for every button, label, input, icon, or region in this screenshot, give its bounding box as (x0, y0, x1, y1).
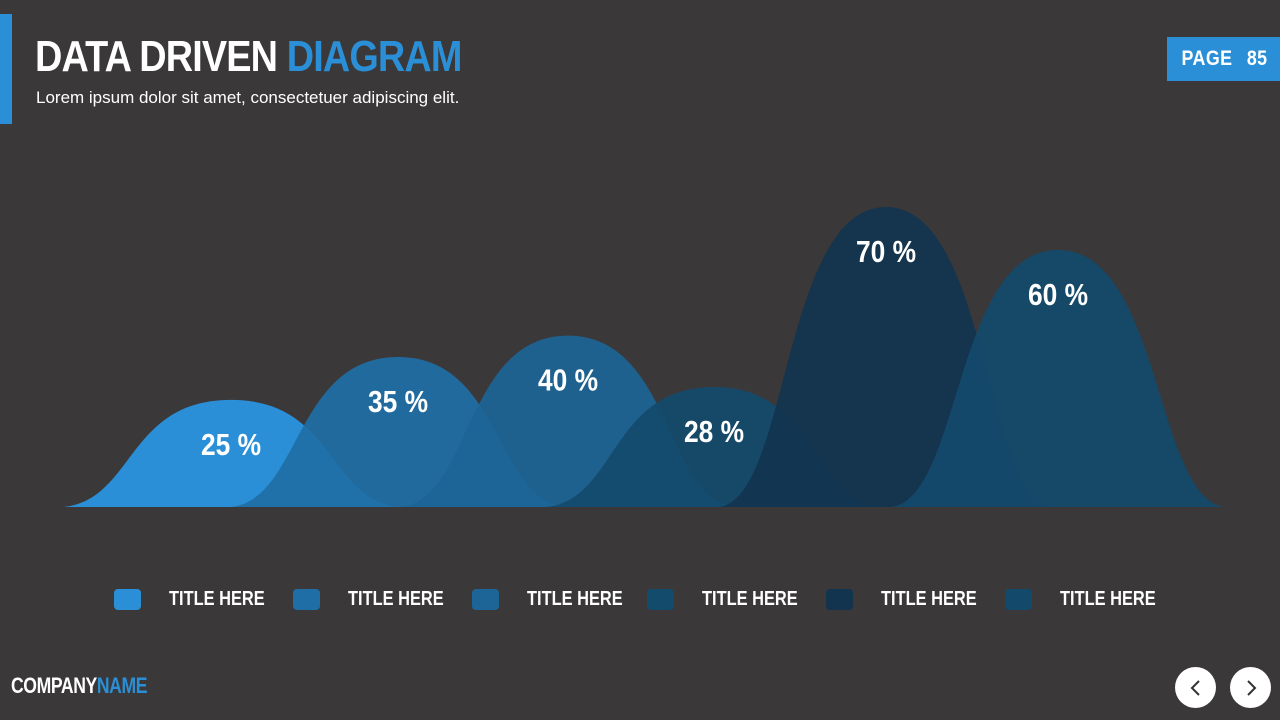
legend-label: TITLE HERE (881, 587, 977, 610)
legend-swatch (293, 588, 320, 610)
data-label-4: 28 % (684, 415, 744, 449)
legend-swatch (114, 588, 141, 610)
page-title: DATA DRIVEN DIAGRAM (35, 30, 462, 84)
data-label-3: 40 % (538, 364, 598, 398)
next-slide-button[interactable] (1230, 667, 1271, 708)
legend-label: TITLE HERE (169, 587, 265, 610)
legend-label: TITLE HERE (527, 587, 623, 610)
data-label-2: 35 % (368, 385, 428, 419)
accent-bar (0, 14, 12, 124)
legend-swatch (647, 588, 674, 610)
legend-item: TITLE HERE (647, 582, 819, 616)
page-number: 85 (1247, 47, 1268, 70)
title-highlight: DIAGRAM (286, 32, 463, 81)
legend-item: TITLE HERE (114, 582, 286, 616)
chart-legend: TITLE HERE TITLE HERE TITLE HERE TITLE HERE… (0, 582, 1280, 616)
company-main: COMPANY (11, 673, 97, 698)
data-label-1: 25 % (201, 428, 261, 462)
company-highlight: NAME (96, 673, 148, 698)
area-bell-6 (891, 249, 1225, 507)
chevron-left-icon (1190, 679, 1200, 696)
legend-swatch (1005, 588, 1032, 610)
data-label-5: 70 % (856, 235, 916, 269)
page-badge: PAGE 85 (1167, 37, 1280, 81)
page-label: PAGE (1181, 47, 1233, 70)
company-name: COMPANYNAME (11, 673, 147, 699)
prev-slide-button[interactable] (1175, 667, 1216, 708)
legend-item: TITLE HERE (826, 582, 998, 616)
title-main: DATA DRIVEN (35, 32, 278, 81)
legend-item: TITLE HERE (472, 582, 644, 616)
legend-swatch (472, 588, 499, 610)
legend-swatch (826, 588, 853, 610)
legend-label: TITLE HERE (348, 587, 444, 610)
legend-label: TITLE HERE (702, 587, 798, 610)
legend-item: TITLE HERE (293, 582, 465, 616)
chevron-right-icon (1246, 679, 1256, 696)
legend-item: TITLE HERE (1005, 582, 1177, 616)
page-subtitle: Lorem ipsum dolor sit amet, consectetuer… (36, 88, 460, 107)
data-label-6: 60 % (1028, 278, 1088, 312)
legend-label: TITLE HERE (1060, 587, 1156, 610)
